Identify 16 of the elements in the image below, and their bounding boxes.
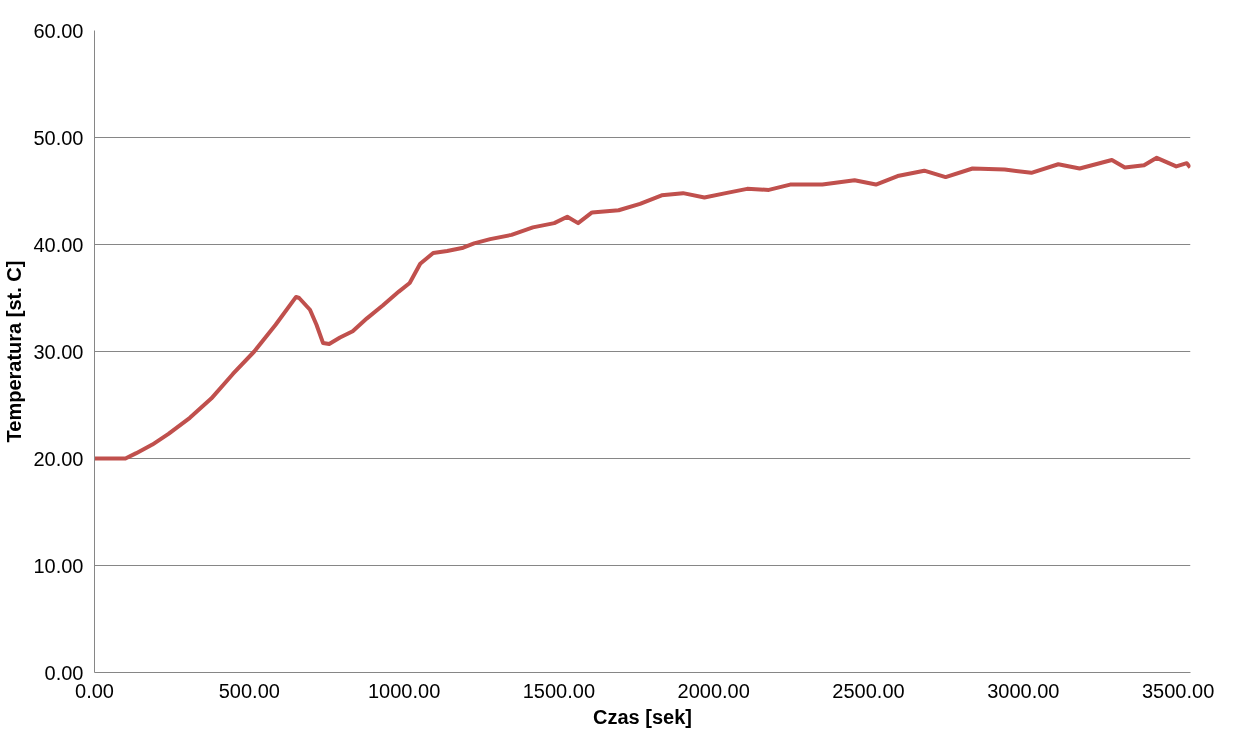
y-tick-label: 60.00 <box>33 19 84 42</box>
x-tick-label: 2500.00 <box>832 679 905 702</box>
line-series <box>94 155 1191 461</box>
y-tick-label: 20.00 <box>33 447 84 470</box>
x-tick-label: 1000.00 <box>367 679 441 702</box>
y-axis-title: Temperatura [st. C] <box>3 260 26 443</box>
x-tick-label: 3000.00 <box>987 679 1060 702</box>
x-tick-label: 500.00 <box>218 679 280 702</box>
y-tick-label: 40.00 <box>33 233 84 256</box>
x-tick-label: 2000.00 <box>677 679 750 702</box>
x-axis-title: Czas [sek] <box>593 705 692 728</box>
x-tick-label: 1500.00 <box>522 679 596 702</box>
y-tick-label: 50.00 <box>33 126 84 149</box>
y-tick-label: 30.00 <box>33 340 84 363</box>
x-tick-label: 3500.00 <box>1141 679 1215 702</box>
y-tick-label: 10.00 <box>33 554 84 577</box>
